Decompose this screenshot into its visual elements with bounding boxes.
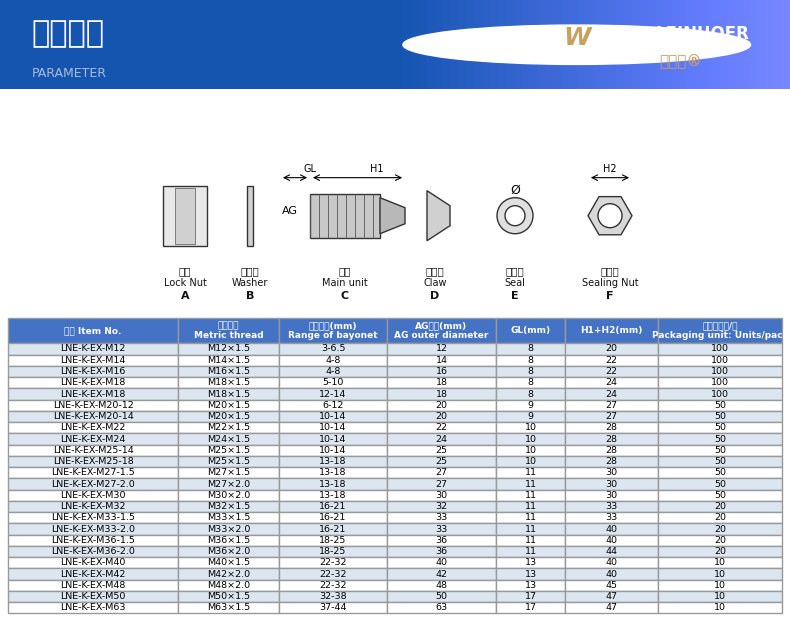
Circle shape — [497, 197, 533, 234]
Text: 防水圈: 防水圈 — [241, 266, 259, 276]
Text: Seal: Seal — [505, 278, 525, 288]
Bar — [163, 186, 207, 246]
Bar — [735, 0, 743, 89]
Bar — [703, 0, 711, 89]
Bar — [466, 0, 474, 89]
Bar — [175, 188, 195, 244]
Text: Lock Nut: Lock Nut — [164, 278, 206, 288]
Bar — [419, 0, 427, 89]
Bar — [782, 0, 790, 89]
Text: 迫紧头: 迫紧头 — [600, 266, 619, 276]
Bar — [514, 0, 521, 89]
Bar — [545, 0, 553, 89]
Bar — [310, 194, 380, 238]
Bar — [585, 0, 592, 89]
Text: 夹紧圈: 夹紧圈 — [506, 266, 525, 276]
Bar — [664, 0, 672, 89]
Text: Main unit: Main unit — [322, 278, 368, 288]
Bar — [608, 0, 616, 89]
Bar — [490, 0, 498, 89]
Bar — [774, 0, 782, 89]
Text: AG: AG — [282, 205, 298, 216]
Bar — [498, 0, 506, 89]
Text: PARAMETER: PARAMETER — [32, 67, 107, 80]
Text: 雷诺尔®: 雷诺尔® — [660, 53, 702, 68]
Text: C: C — [341, 291, 349, 301]
Bar — [679, 0, 687, 89]
Bar — [247, 186, 253, 246]
Text: 商品参数: 商品参数 — [32, 20, 104, 49]
Bar — [766, 0, 774, 89]
Text: H2: H2 — [604, 164, 617, 173]
Text: H1: H1 — [371, 164, 384, 173]
Polygon shape — [427, 191, 450, 241]
Bar — [648, 0, 656, 89]
Polygon shape — [380, 197, 405, 234]
Bar — [506, 0, 514, 89]
Text: E: E — [511, 291, 519, 301]
Bar — [624, 0, 632, 89]
Bar — [427, 0, 435, 89]
Bar — [711, 0, 719, 89]
Bar — [640, 0, 648, 89]
Bar — [672, 0, 679, 89]
Bar — [687, 0, 695, 89]
Bar — [537, 0, 545, 89]
Bar — [616, 0, 624, 89]
Bar — [553, 0, 561, 89]
Bar — [592, 0, 600, 89]
Text: 主体: 主体 — [339, 266, 352, 276]
Bar — [569, 0, 577, 89]
Circle shape — [505, 205, 525, 226]
Text: Claw: Claw — [423, 278, 447, 288]
Polygon shape — [588, 197, 632, 235]
Bar — [656, 0, 664, 89]
Bar — [577, 0, 585, 89]
Text: Washer: Washer — [231, 278, 268, 288]
Circle shape — [598, 204, 622, 228]
Bar — [719, 0, 727, 89]
Text: Sealing Nut: Sealing Nut — [581, 278, 638, 288]
Bar — [529, 0, 537, 89]
Bar — [411, 0, 419, 89]
Bar — [435, 0, 442, 89]
Bar — [743, 0, 750, 89]
Text: 螺母: 螺母 — [179, 266, 191, 276]
Bar — [727, 0, 735, 89]
Text: B: B — [246, 291, 254, 301]
Bar — [458, 0, 466, 89]
Text: W: W — [563, 25, 590, 49]
Text: GL: GL — [303, 164, 317, 173]
Bar — [758, 0, 766, 89]
Text: 夹紧爪: 夹紧爪 — [426, 266, 444, 276]
Bar — [474, 0, 482, 89]
Text: F: F — [606, 291, 614, 301]
Bar — [695, 0, 703, 89]
Text: A: A — [181, 291, 190, 301]
Bar — [600, 0, 608, 89]
Bar — [395, 0, 403, 89]
Text: Ø: Ø — [510, 184, 520, 197]
Text: LEINUOER: LEINUOER — [656, 25, 750, 43]
Bar — [450, 0, 458, 89]
Bar — [632, 0, 640, 89]
Bar — [442, 0, 450, 89]
Bar — [482, 0, 490, 89]
Circle shape — [403, 25, 750, 64]
Bar — [750, 0, 758, 89]
Bar — [521, 0, 529, 89]
Text: D: D — [431, 291, 439, 301]
Bar — [403, 0, 411, 89]
Bar — [561, 0, 569, 89]
